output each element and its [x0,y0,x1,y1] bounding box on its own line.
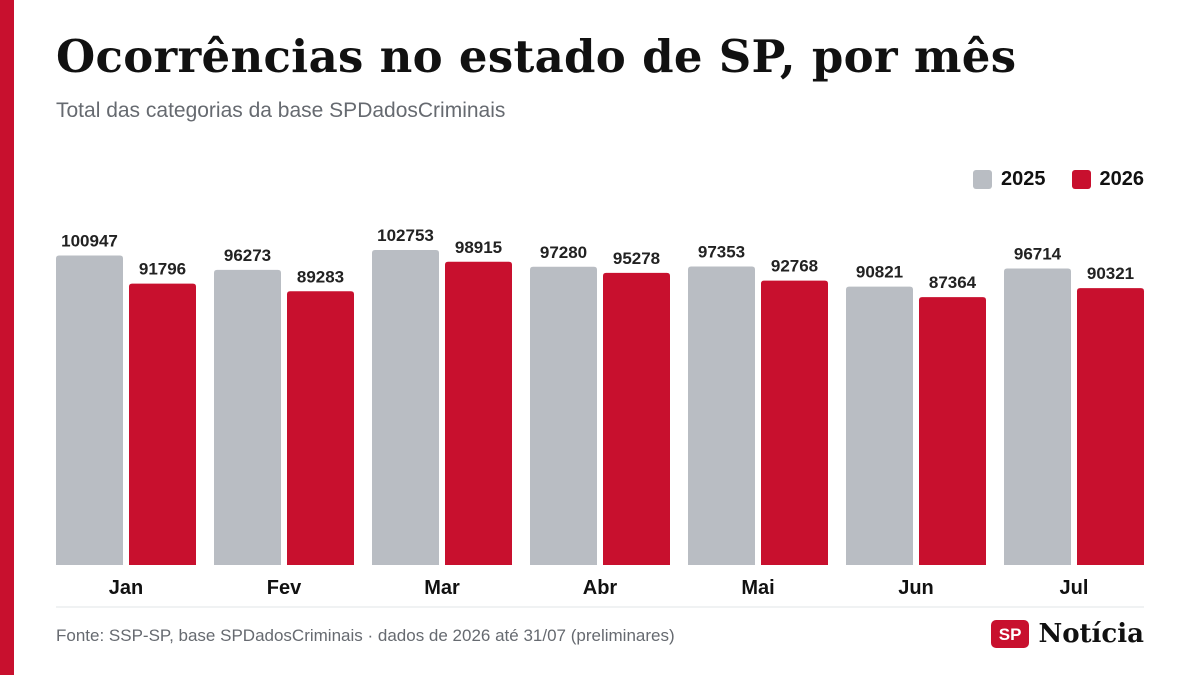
legend: 2025 2026 [973,168,1144,191]
data-label-2026-mar: 98915 [455,238,502,257]
chart-subtitle: Total das categorias da base SPDadosCrim… [56,99,506,122]
brand-name: Notícia [1038,619,1144,649]
bar-2025-mar [372,250,439,565]
data-label-2026-fev: 89283 [297,267,344,286]
bar-2026-fev [287,291,354,565]
brand-badge: SP [990,620,1030,648]
legend-swatch-2026 [1071,170,1091,189]
bar-2026-jul [1077,288,1144,565]
data-label-2026-jul: 90321 [1087,264,1134,283]
bar-2026-jun [919,297,986,565]
data-label-2025-jan: 100947 [61,232,118,251]
brand-logo: SP Notícia [990,619,1144,649]
x-tick-jun: Jun [898,577,934,599]
x-tick-mar: Mar [424,577,460,599]
data-label-2026-jun: 87364 [929,273,977,292]
legend-item-2025: 2025 [973,168,1046,191]
bar-2025-fev [214,269,281,565]
bar-2026-abr [603,272,670,565]
chart-title: Ocorrências no estado de SP, por mês [56,30,1017,83]
x-tick-jan: Jan [109,577,143,599]
x-tick-fev: Fev [267,577,302,599]
data-label-2026-jan: 91796 [139,260,186,279]
bar-2026-mai [761,280,828,565]
data-label-2025-jun: 90821 [856,263,903,282]
legend-label-2026: 2026 [1099,168,1145,190]
x-tick-jul: Jul [1060,577,1089,599]
bar-2025-abr [530,266,597,565]
footer-source: Fonte: SSP-SP, base SPDadosCriminais · d… [56,626,675,645]
x-tick-abr: Abr [583,577,618,599]
data-label-2025-abr: 97280 [540,243,587,262]
data-label-2025-fev: 96273 [224,246,271,265]
legend-item-2026: 2026 [1071,168,1145,191]
data-label-2026-abr: 95278 [613,249,660,268]
bar-2026-jan [129,283,196,565]
legend-label-2025: 2025 [1001,168,1046,190]
bar-2025-jul [1004,268,1071,565]
data-label-2025-jul: 96714 [1014,245,1062,264]
x-tick-mai: Mai [741,577,774,599]
accent-bar [0,0,14,675]
data-label-2025-mai: 97353 [698,243,745,262]
legend-swatch-2025 [973,170,992,189]
data-label-2026-mai: 92768 [771,257,818,276]
data-label-2025-mar: 102753 [377,226,434,245]
bar-2025-jun [846,286,913,565]
bar-2025-mai [688,266,755,565]
bar-2025-jan [56,255,123,565]
bar-2026-mar [445,261,512,565]
